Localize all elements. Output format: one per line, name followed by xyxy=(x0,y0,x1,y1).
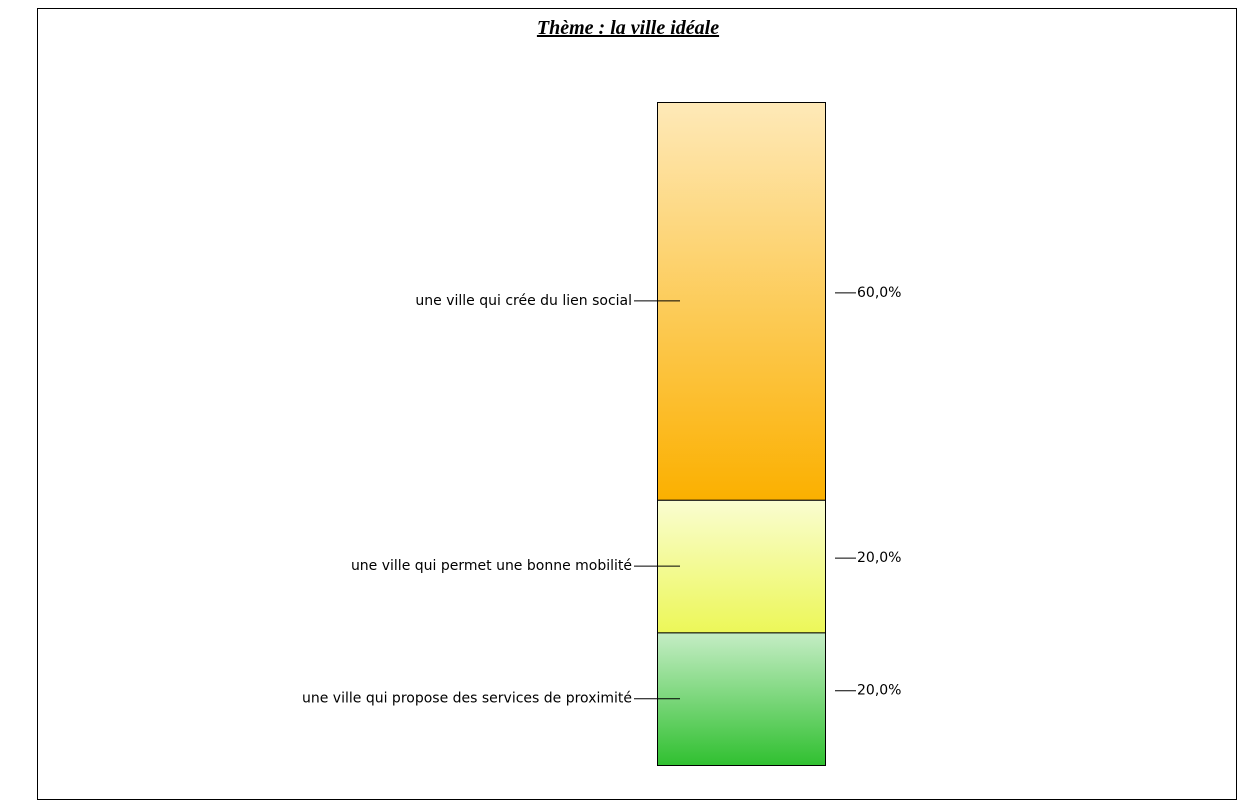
frame xyxy=(37,8,1237,800)
bar-segment xyxy=(657,632,826,767)
category-label: une ville qui crée du lien social xyxy=(415,293,632,309)
value-label: 60,0% xyxy=(857,285,901,301)
category-label: une ville qui propose des services de pr… xyxy=(302,691,632,707)
category-label: une ville qui permet une bonne mobilité xyxy=(351,558,632,574)
bar-segment xyxy=(657,102,826,501)
value-label: 20,0% xyxy=(857,683,901,699)
bar-segment xyxy=(657,499,826,634)
chart-title: Thème : la ville idéale xyxy=(537,17,719,39)
value-label: 20,0% xyxy=(857,550,901,566)
